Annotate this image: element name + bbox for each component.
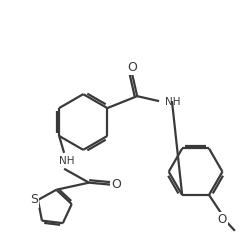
Text: NH: NH [59,156,75,166]
Text: S: S [30,193,38,206]
Text: NH: NH [165,97,181,107]
Text: O: O [217,213,227,226]
Text: O: O [111,178,121,191]
Text: O: O [127,61,137,74]
